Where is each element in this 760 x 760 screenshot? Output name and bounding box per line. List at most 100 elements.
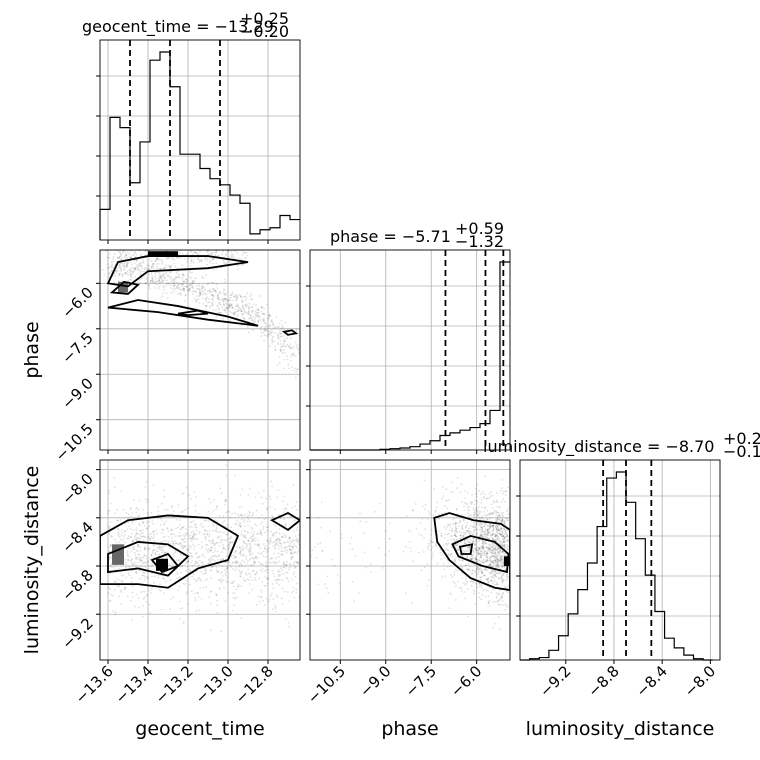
geocent-time-vs-phase-sample-point [267,333,270,336]
geocent-time-vs-phase-sample-point [244,304,247,307]
geocent-time-vs-phase-sample-point [116,271,118,274]
geocent-time-vs-luminosity-distance-sample-point [235,562,238,565]
geocent-time-vs-luminosity-distance-sample-point [194,526,197,529]
phase-vs-luminosity-distance-sample-point [471,541,474,544]
geocent-time-vs-phase-sample-point [269,324,271,326]
geocent-time-vs-phase-sample-point [286,355,288,357]
phase-vs-luminosity-distance-sample-point [498,514,500,517]
geocent-time-vs-phase-sample-point [126,270,129,273]
geocent-time-vs-luminosity-distance-sample-point [260,496,263,499]
geocent-time-vs-luminosity-distance-sample-point [242,535,245,538]
geocent-time-vs-phase-sample-point [257,308,260,311]
geocent-time-vs-luminosity-distance-sample-point [291,552,293,555]
geocent-time-vs-luminosity-distance-sample-point [190,561,193,564]
geocent-time-vs-luminosity-distance-sample-point [294,519,296,521]
geocent-time-vs-phase-sample-point [185,278,188,281]
geocent-time-vs-phase-sample-point [216,295,219,297]
phase-vs-luminosity-distance-sample-point [496,515,499,517]
geocent-time-vs-phase-sample-point [145,281,148,284]
geocent-time-vs-phase-sample-point [162,272,165,275]
geocent-time-vs-phase-sample-point [108,273,111,275]
phase-vs-luminosity-distance-sample-point [433,530,436,533]
geocent-time-vs-phase-sample-point [176,284,179,287]
geocent-time-vs-luminosity-distance-sample-point [127,537,130,540]
geocent-time-vs-luminosity-distance-sample-point [166,527,168,530]
phase-vs-luminosity-distance-sample-point [505,573,508,576]
phase-vs-luminosity-distance-sample-point [484,560,487,563]
phase-vs-luminosity-distance-sample-point [458,558,460,561]
geocent-time-vs-phase-sample-point [168,265,171,268]
geocent-time-vs-phase-sample-point [145,267,148,269]
geocent-time-vs-luminosity-distance-sample-point [245,573,248,576]
geocent-time-vs-luminosity-distance-sample-point [137,544,140,546]
geocent-time-vs-luminosity-distance-sample-point [229,537,231,539]
geocent-time-vs-luminosity-distance-sample-point [174,540,177,543]
geocent-time-vs-luminosity-distance-ytick-label: −8.8 [58,566,96,604]
phase-vs-luminosity-distance-sample-point [489,511,492,514]
phase-vs-luminosity-distance-sample-point [491,554,493,557]
phase-vs-luminosity-distance-sample-point [503,585,506,588]
geocent-time-vs-luminosity-distance-sample-point [146,515,149,518]
geocent-time-vs-luminosity-distance-sample-point [254,555,257,558]
geocent-time-vs-phase-sample-point [250,310,253,313]
geocent-time-vs-phase-sample-point [202,277,205,280]
geocent-time-vs-luminosity-distance-sample-point [130,557,133,560]
geocent-time-vs-luminosity-distance-sample-point [205,519,208,522]
phase-vs-luminosity-distance-sample-point [499,558,501,560]
phase-vs-luminosity-distance-sample-point [501,558,503,561]
geocent-time-vs-phase-sample-point [251,309,254,311]
phase-vs-luminosity-distance-sample-point [428,512,431,515]
geocent-time-vs-phase-sample-point [169,270,172,273]
phase-vs-luminosity-distance-sample-point [463,518,465,521]
geocent-time-vs-phase-sample-point [196,257,199,260]
phase-vs-luminosity-distance-sample-point [422,550,425,553]
phase-vs-luminosity-distance-sample-point [493,562,496,565]
geocent-time-vs-luminosity-distance-sample-point [237,583,240,586]
geocent-time-vs-phase-sample-point [201,293,204,296]
geocent-time-vs-luminosity-distance-sample-point [204,567,207,570]
geocent-time-vs-luminosity-distance-sample-point [130,576,133,579]
geocent-time-vs-luminosity-distance-sample-point [193,592,196,595]
geocent-time-vs-luminosity-distance-sample-point [264,531,266,534]
geocent-time-vs-phase-sample-point [183,280,185,283]
geocent-time-vs-luminosity-distance-sample-point [138,499,141,502]
phase-vs-luminosity-distance-sample-point [495,519,498,522]
phase-vs-luminosity-distance-sample-point [488,586,491,589]
geocent-time-vs-phase-sample-point [126,261,129,264]
geocent-time-vs-luminosity-distance-sample-point [196,538,199,540]
phase-vs-luminosity-distance-sample-point [502,512,504,514]
phase-vs-luminosity-distance-sample-point [500,520,503,522]
geocent-time-vs-luminosity-distance-sample-point [195,551,198,554]
phase-vs-luminosity-distance-sample-point [482,561,485,564]
geocent-time-vs-luminosity-distance-contour-0 [100,514,240,589]
phase-vs-luminosity-distance-sample-point [463,540,466,542]
geocent-time-vs-luminosity-distance-sample-point [131,520,134,523]
geocent-time-vs-luminosity-distance-sample-point [108,558,111,561]
phase-vs-luminosity-distance-sample-point [319,541,322,544]
geocent-time-vs-luminosity-distance-sample-point [196,579,199,582]
geocent-time-vs-phase-sample-point [241,309,243,312]
geocent-time-vs-phase-sample-point [132,270,135,272]
geocent-time-vs-luminosity-distance-sample-point [148,612,151,614]
phase-vs-luminosity-distance-sample-point [445,499,448,502]
geocent-time-vs-phase-sample-point [228,305,231,308]
phase-vs-luminosity-distance-sample-point [475,507,478,509]
phase-vs-luminosity-distance-sample-point [505,531,508,534]
geocent-time-vs-phase-sample-point [215,251,218,253]
phase-vs-luminosity-distance-sample-point [486,529,489,532]
phase-vs-luminosity-distance-sample-point [499,549,502,551]
phase-vs-luminosity-distance-sample-point [441,497,444,500]
geocent-time-vs-phase-sample-point [173,280,176,283]
phase-vs-luminosity-distance-sample-point [503,545,506,548]
geocent-time-vs-luminosity-distance-sample-point [267,577,270,579]
phase-vs-luminosity-distance-sample-point [470,514,473,517]
phase-vs-luminosity-distance-sample-point [486,559,489,562]
geocent-time-vs-phase-sample-point [192,251,195,254]
geocent-time-vs-phase-sample-point [129,273,132,275]
geocent-time-vs-phase-sample-point [215,315,218,318]
geocent-time-vs-phase-sample-point [116,267,119,270]
geocent-time-vs-luminosity-distance-sample-point [220,539,223,542]
phase-vs-luminosity-distance-sample-point [499,628,502,630]
phase-vs-luminosity-distance-sample-point [487,531,490,534]
geocent-time-vs-phase-sample-point [280,350,283,353]
